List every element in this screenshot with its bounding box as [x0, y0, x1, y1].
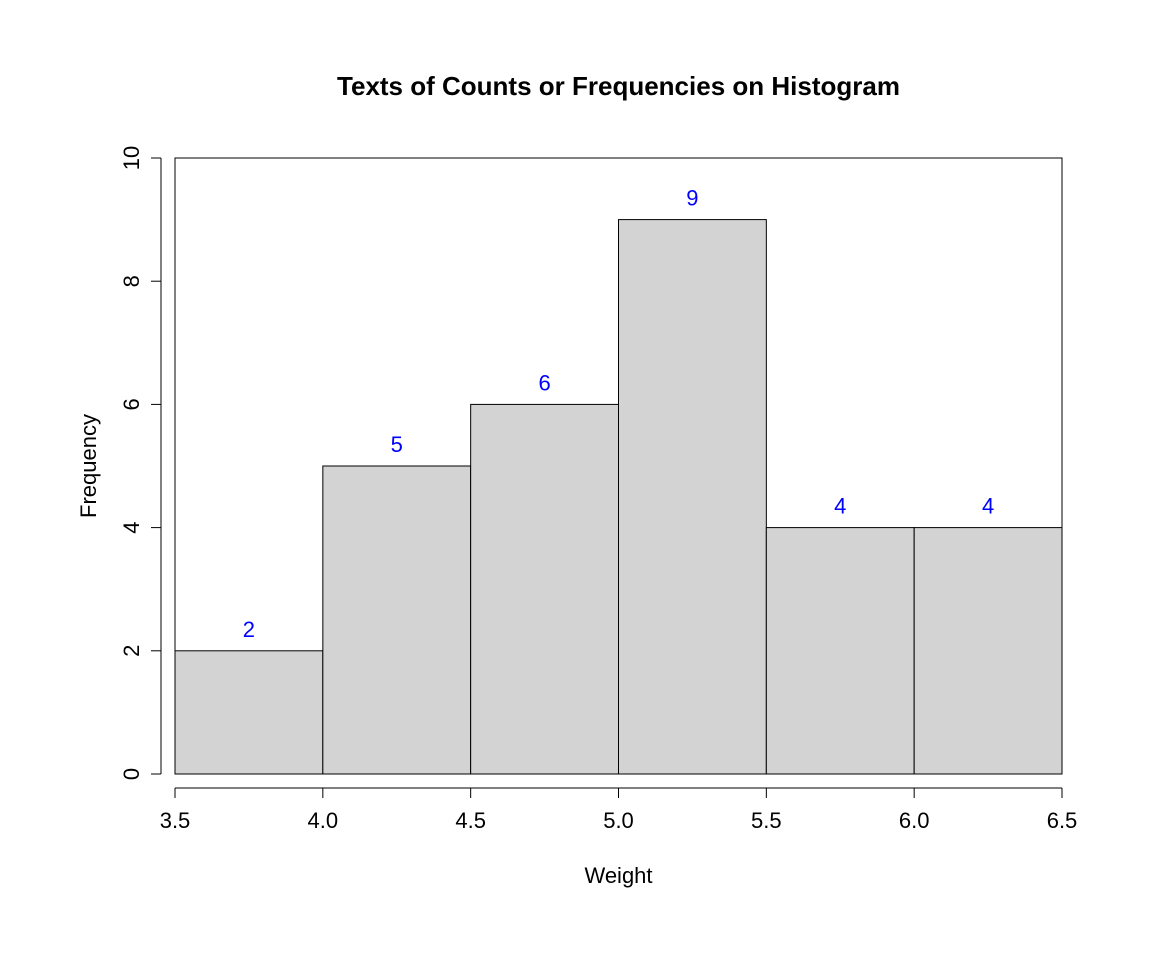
- x-tick-label: 4.0: [308, 808, 339, 833]
- y-tick-label: 8: [119, 275, 144, 287]
- count-label: 2: [243, 617, 255, 642]
- count-label: 4: [834, 494, 846, 519]
- y-tick-label: 6: [119, 398, 144, 410]
- x-tick-label: 5.0: [603, 808, 634, 833]
- x-tick-label: 4.5: [455, 808, 486, 833]
- count-label: 4: [982, 494, 994, 519]
- y-tick-label: 4: [119, 521, 144, 533]
- x-axis-label: Weight: [584, 863, 652, 888]
- histogram-bar: [471, 404, 619, 774]
- x-tick-label: 6.5: [1047, 808, 1078, 833]
- count-label: 5: [391, 432, 403, 457]
- histogram-bar: [175, 651, 323, 774]
- histogram-bar: [619, 220, 767, 774]
- histogram-chart: Texts of Counts or Frequencies on Histog…: [0, 0, 1152, 960]
- histogram-bar: [323, 466, 471, 774]
- histogram-bar: [914, 528, 1062, 774]
- x-tick-label: 3.5: [160, 808, 191, 833]
- y-tick-label: 2: [119, 645, 144, 657]
- y-tick-label: 10: [119, 146, 144, 170]
- x-tick-label: 6.0: [899, 808, 930, 833]
- chart-svg: Texts of Counts or Frequencies on Histog…: [0, 0, 1152, 960]
- chart-title: Texts of Counts or Frequencies on Histog…: [337, 71, 900, 101]
- y-tick-label: 0: [119, 768, 144, 780]
- y-axis-label: Frequency: [76, 414, 101, 518]
- count-label: 9: [686, 186, 698, 211]
- histogram-bar: [766, 528, 914, 774]
- count-label: 6: [538, 370, 550, 395]
- x-tick-label: 5.5: [751, 808, 782, 833]
